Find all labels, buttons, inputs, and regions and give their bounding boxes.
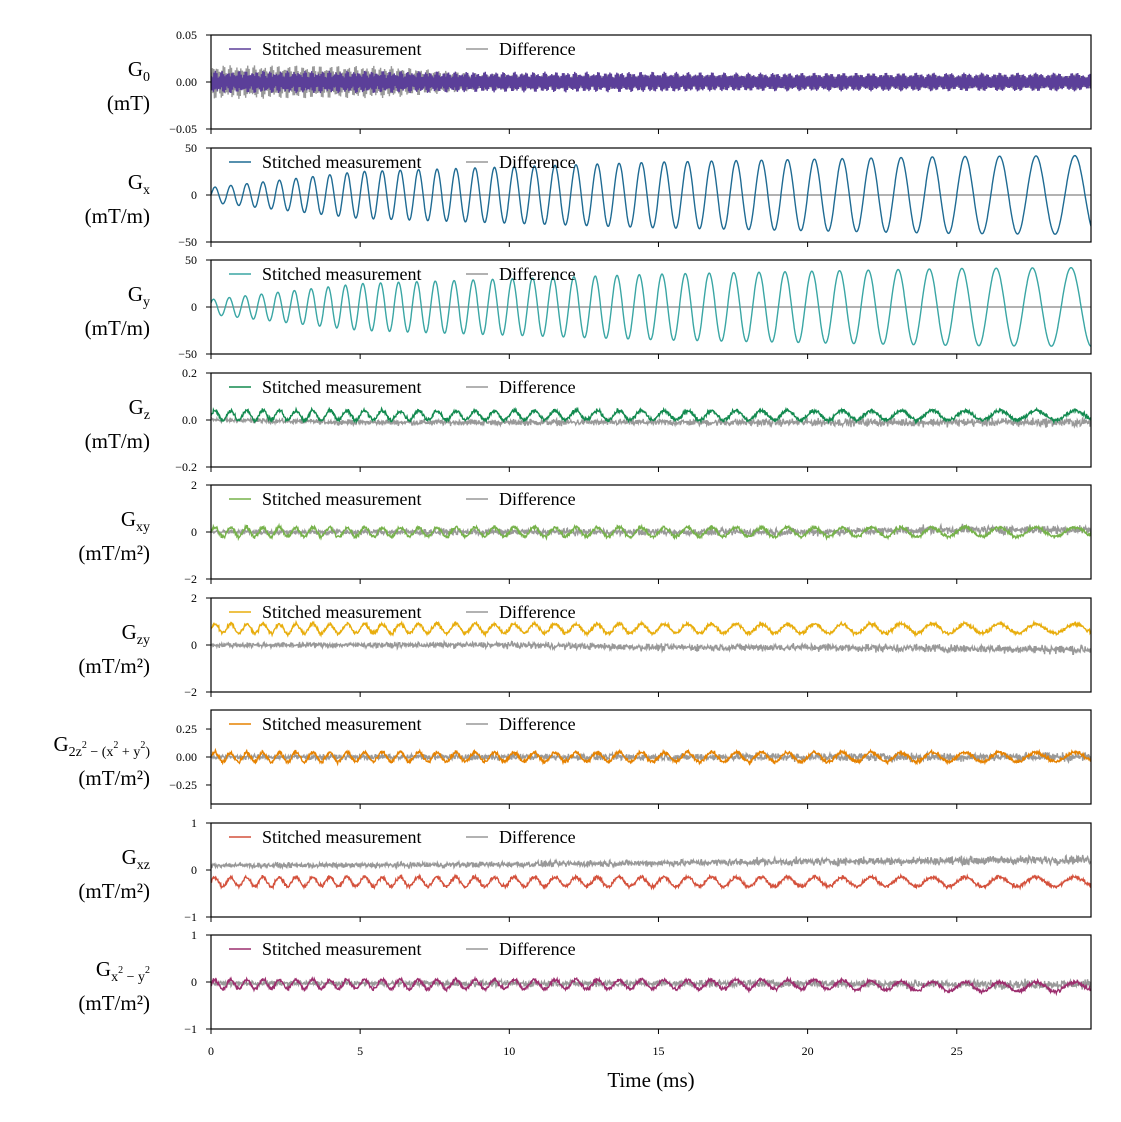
legend-label-difference: Difference <box>499 489 576 509</box>
panel-gzy: −2 0 2 Stitched measurement Difference Gzy (mT… <box>78 591 1092 699</box>
xtick-label: 20 <box>802 1044 814 1058</box>
ytick-label-gxz: 1 <box>191 816 197 830</box>
ytick-label-gz: −0.2 <box>175 460 197 474</box>
legend-label-measurement: Stitched measurement <box>262 489 421 509</box>
ytick-label-gxz: 0 <box>191 863 197 877</box>
ytick-label-gy: 50 <box>185 253 197 267</box>
legend-label-measurement: Stitched measurement <box>262 714 421 734</box>
ytick-label-g2z2: 0.00 <box>176 750 197 764</box>
series-measurement-gy <box>211 267 1091 348</box>
series-measurement-g0 <box>211 70 1091 94</box>
xtick-label: 5 <box>357 1044 363 1058</box>
ytick-label-gy: −50 <box>178 347 197 361</box>
legend-label-difference: Difference <box>499 827 576 847</box>
x-axis-label: Time (ms) <box>607 1068 694 1092</box>
yunit-gxy: (mT/m²) <box>78 541 150 565</box>
ytick-label-gxz: −1 <box>184 910 197 924</box>
series-measurement-gz <box>211 406 1091 425</box>
legend-label-difference: Difference <box>499 377 576 397</box>
series-difference-gxy <box>211 522 1091 538</box>
ytick-label-g0: 0.00 <box>176 75 197 89</box>
x-axis: 0 5 10 15 20 25 <box>208 1044 963 1058</box>
legend-label-difference: Difference <box>499 39 576 59</box>
yunit-gx: (mT/m) <box>85 204 150 228</box>
yunit-gxz: (mT/m²) <box>78 879 150 903</box>
ytick-label-gzy: 0 <box>191 638 197 652</box>
panel-g0: −0.05 0.00 0.05 Stitched measurement Differe… <box>107 28 1092 136</box>
ytick-label-g2z2: 0.25 <box>176 722 197 736</box>
legend-label-measurement: Stitched measurement <box>262 39 421 59</box>
ylabel-g0: G0 <box>128 57 150 85</box>
series-difference-gx2y2 <box>211 977 1091 991</box>
ylabel-gx: Gx <box>128 170 150 198</box>
series-measurement-gx2y2 <box>211 975 1091 997</box>
ytick-label-g0: −0.05 <box>169 122 197 136</box>
legend-label-measurement: Stitched measurement <box>262 377 421 397</box>
ylabel-gzy: Gzy <box>122 620 150 648</box>
panel-gx2y2: −1 0 1 Stitched measurement Difference Gx2 − … <box>78 928 1092 1036</box>
ylabel-gx2y2: Gx2 − y2 <box>96 957 150 985</box>
ytick-label-gxy: −2 <box>184 572 197 586</box>
xtick-label: 0 <box>208 1044 214 1058</box>
yunit-gz: (mT/m) <box>85 429 150 453</box>
ytick-label-gx2y2: 0 <box>191 975 197 989</box>
ytick-label-gzy: 2 <box>191 591 197 605</box>
legend-label-difference: Difference <box>499 602 576 622</box>
panel-gy: −50 0 50 Stitched measurement Difference Gy (m… <box>85 253 1092 361</box>
ytick-label-gx2y2: −1 <box>184 1022 197 1036</box>
ylabel-gz: Gz <box>129 395 150 423</box>
panel-gx: −50 0 50 Stitched measurement Difference Gx (m… <box>85 141 1092 249</box>
series-measurement-g2z2 <box>211 747 1091 767</box>
legend-label-difference: Difference <box>499 714 576 734</box>
series-difference-gzy <box>211 639 1091 655</box>
ytick-label-gz: 0.2 <box>182 366 197 380</box>
xtick-label: 10 <box>503 1044 515 1058</box>
legend-label-difference: Difference <box>499 152 576 172</box>
legend-label-measurement: Stitched measurement <box>262 602 421 622</box>
ylabel-gxz: Gxz <box>122 845 150 873</box>
ytick-label-gx: −50 <box>178 235 197 249</box>
series-measurement-gxz <box>211 872 1091 891</box>
ytick-label-g2z2: −0.25 <box>169 778 197 792</box>
series-measurement-gxy <box>211 522 1091 542</box>
series-difference-gxz <box>211 853 1091 871</box>
yunit-gzy: (mT/m²) <box>78 654 150 678</box>
yunit-gy: (mT/m) <box>85 316 150 340</box>
ylabel-g2z2: G2z2 − (x2 + y2) <box>53 732 150 760</box>
ytick-label-gxy: 2 <box>191 478 197 492</box>
ytick-label-gzy: −2 <box>184 685 197 699</box>
legend-label-difference: Difference <box>499 264 576 284</box>
ytick-label-gxy: 0 <box>191 525 197 539</box>
legend-label-measurement: Stitched measurement <box>262 827 421 847</box>
panel-gxy: −2 0 2 Stitched measurement Difference Gxy (mT… <box>78 478 1092 586</box>
yunit-g0: (mT) <box>107 91 150 115</box>
legend-label-difference: Difference <box>499 939 576 959</box>
series-measurement-gzy <box>211 619 1091 638</box>
legend-label-measurement: Stitched measurement <box>262 152 421 172</box>
ytick-label-g0: 0.05 <box>176 28 197 42</box>
panel-gxz: −1 0 1 Stitched measurement Difference Gxz (mT… <box>78 816 1092 924</box>
xtick-label: 25 <box>951 1044 963 1058</box>
ytick-label-gy: 0 <box>191 300 197 314</box>
legend-label-measurement: Stitched measurement <box>262 939 421 959</box>
yunit-g2z2: (mT/m²) <box>78 766 150 790</box>
legend-label-measurement: Stitched measurement <box>262 264 421 284</box>
panel-g2z2: −0.25 0.00 0.25 Stitched measurement Differe… <box>53 709 1092 809</box>
yunit-gx2y2: (mT/m²) <box>78 991 150 1015</box>
ytick-label-gx2y2: 1 <box>191 928 197 942</box>
series-measurement-gx <box>211 154 1091 235</box>
ytick-label-gz: 0.0 <box>182 413 197 427</box>
ytick-label-gx: 50 <box>185 141 197 155</box>
ylabel-gxy: Gxy <box>121 507 150 535</box>
ytick-label-gx: 0 <box>191 188 197 202</box>
xtick-label: 15 <box>652 1044 664 1058</box>
ylabel-gy: Gy <box>128 282 150 310</box>
panel-gz: −0.2 0.0 0.2 Stitched measurement Difference… <box>85 366 1092 474</box>
